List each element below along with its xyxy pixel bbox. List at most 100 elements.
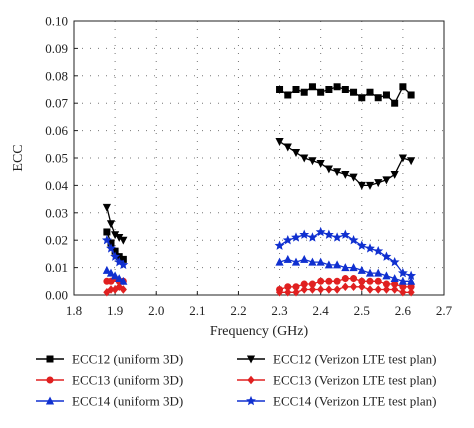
legend-marker [246,355,256,364]
grid-dots [74,21,444,295]
legend-item: ECC12 (Verizon LTE test plan) [237,352,436,367]
data-point [381,251,392,261]
data-point [349,263,358,272]
data-point [292,287,300,297]
data-point [341,275,349,283]
legend-marker [46,376,54,384]
data-point [374,179,383,188]
data-point [316,257,325,266]
legend-marker [247,375,255,385]
data-point [333,285,341,294]
data-point [325,277,333,285]
data-point [323,229,334,239]
legend-marker [246,395,256,406]
data-point [350,88,358,96]
x-tick-label: 1.8 [66,303,82,318]
data-point [115,274,124,283]
y-tick-label: 0.04 [45,178,68,193]
data-point [282,235,293,245]
data-point [276,86,284,94]
data-point [106,243,116,253]
data-point [325,285,333,294]
data-point [398,276,407,285]
legend-item: ECC14 (Verizon LTE test plan) [237,394,436,409]
data-point [103,228,111,236]
legend-label: ECC12 (Verizon LTE test plan) [273,352,436,367]
y-tick-label: 0.07 [45,96,68,111]
data-point [366,277,374,285]
data-point [382,176,391,185]
data-point [374,285,382,294]
data-point [300,88,308,96]
legend: ECC12 (uniform 3D) ECC13 (uniform 3D) ECC1… [36,352,436,409]
y-tick-label: 0.06 [45,123,68,138]
data-point [307,232,318,242]
legend-label: ECC13 (uniform 3D) [72,373,183,388]
y-tick-label: 0.02 [45,233,68,248]
data-point [315,226,326,237]
data-point [291,149,301,157]
data-point [284,287,292,297]
legend-label: ECC12 (uniform 3D) [72,352,183,367]
data-point [115,282,123,292]
data-point [291,232,301,242]
x-tick-label: 2.3 [271,303,287,318]
data-point [341,86,349,94]
data-point [102,265,111,274]
data-point [357,181,366,190]
y-tick-label: 0.09 [45,41,68,56]
x-tick-label: 2.4 [313,303,330,318]
data-point [275,138,284,147]
data-point [407,287,415,297]
data-point [333,260,342,269]
data-point [340,229,351,239]
data-point [291,257,301,266]
data-point [399,287,407,297]
legend-label: ECC14 (Verizon LTE test plan) [273,394,436,409]
data-point [406,270,417,281]
data-point [397,267,408,278]
x-tick-label: 2.1 [189,303,205,318]
data-point [365,181,375,190]
data-point [119,285,127,294]
data-point [274,240,285,250]
data-point [106,220,116,229]
legend-label: ECC14 (uniform 3D) [72,394,183,409]
y-tick-label: 0.03 [45,205,68,220]
data-point [325,86,333,94]
data-point [317,285,325,294]
series-5 [103,282,415,297]
data-point [356,240,367,250]
data-point [349,173,358,182]
data-point [119,236,128,245]
y-tick-label: 0.00 [45,288,68,303]
data-point [300,285,308,294]
x-tick-label: 2.7 [436,303,453,318]
data-point [316,159,325,168]
data-point [389,256,400,267]
data-point [308,83,316,91]
data-point [382,285,391,294]
legend-item: ECC13 (uniform 3D) [36,373,183,388]
x-tick-label: 1.9 [107,303,123,318]
data-point [275,257,284,266]
data-point [308,285,317,294]
data-point [284,91,292,99]
axis-ticks: 1.8 1.9 2.0 2.1 2.2 2.3 2.4 2.5 2.6 2.7 0.00 0.01 0.… [45,14,452,319]
data-point [119,276,128,285]
data-point [275,287,284,297]
data-point [391,285,399,294]
legend-item: ECC12 (uniform 3D) [36,352,183,367]
data-point [110,251,121,261]
series-6 [101,226,417,281]
data-point [391,99,399,107]
data-point [106,268,116,277]
data-point [374,268,383,277]
data-point [118,259,129,270]
data-point [358,94,366,102]
data-point [374,94,382,102]
data-point [299,229,310,239]
series-1 [103,83,415,263]
data-point [407,91,415,99]
data-point [348,235,359,245]
